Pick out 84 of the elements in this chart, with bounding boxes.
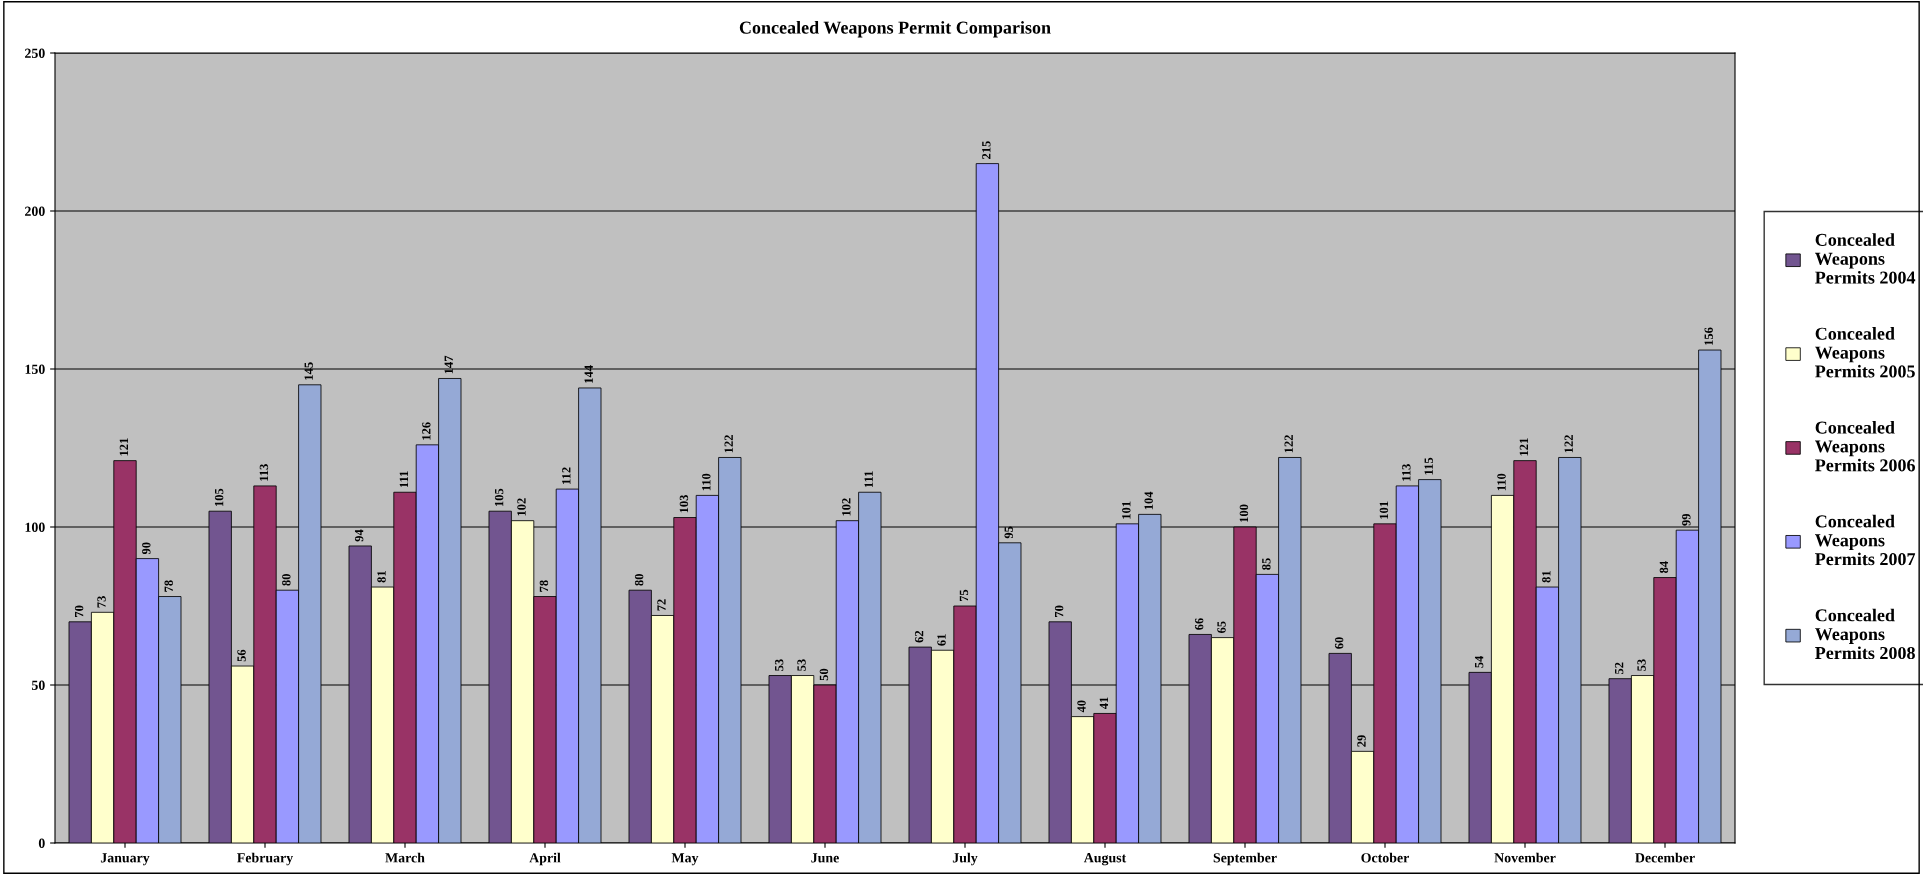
y-tick-label: 150	[25, 364, 45, 374]
data-label: 65	[1217, 621, 1226, 634]
y-tick-label: 100	[25, 522, 45, 532]
x-tick-label: October	[1361, 852, 1409, 863]
x-tick-label: August	[1083, 853, 1127, 866]
data-label: 105	[214, 488, 224, 507]
data-label: 81	[1542, 571, 1551, 583]
legend-label: Concealed Weapons Permits 2008	[1815, 608, 1915, 660]
data-label: 110	[702, 473, 711, 491]
y-tick-label: 250	[25, 48, 45, 58]
data-label: 70	[74, 605, 84, 617]
data-label: 52	[1614, 662, 1624, 675]
data-label: 53	[774, 659, 784, 671]
data-label: 40	[1077, 700, 1086, 713]
data-label: 60	[1334, 637, 1344, 649]
data-label: 102	[842, 498, 851, 516]
data-label: 113	[259, 464, 269, 481]
chart-title: Concealed Weapons Permit Comparison	[739, 21, 1051, 38]
data-label: 110	[1497, 473, 1506, 491]
data-label: 73	[97, 596, 106, 608]
data-label: 78	[539, 580, 549, 592]
data-label: 70	[1054, 605, 1064, 617]
x-tick-label: March	[385, 852, 425, 863]
x-tick-label: December	[1635, 852, 1695, 863]
data-label: 80	[634, 574, 644, 586]
data-label: 121	[119, 438, 129, 456]
data-label: 75	[959, 589, 969, 602]
data-label: 103	[679, 495, 689, 513]
data-label: 144	[584, 365, 593, 383]
data-label: 50	[819, 668, 829, 681]
y-tick-label: 200	[25, 206, 45, 216]
legend-label: Concealed Weapons Permits 2005	[1815, 327, 1915, 378]
data-label: 111	[399, 471, 409, 488]
x-tick-label: April	[529, 852, 561, 866]
x-tick-label: September	[1213, 852, 1277, 866]
data-label: 122	[1564, 435, 1573, 453]
data-label: 56	[237, 649, 246, 662]
data-label: 95	[1004, 526, 1013, 539]
legend-label: Concealed Weapons Permits 2006	[1815, 420, 1915, 472]
data-label: 53	[1637, 659, 1646, 671]
data-label: 111	[864, 471, 873, 488]
data-label: 78	[164, 580, 173, 592]
data-label: 84	[1659, 561, 1669, 573]
data-label: 122	[724, 435, 733, 453]
x-tick-label: July	[952, 852, 978, 866]
data-label: 101	[1379, 501, 1389, 519]
data-label: 147	[444, 355, 453, 374]
x-tick-label: January	[100, 853, 150, 866]
data-label: 126	[422, 422, 431, 440]
y-tick-label: 50	[31, 680, 45, 690]
x-tick-label: November	[1494, 852, 1556, 863]
data-label: 80	[282, 574, 291, 586]
data-label: 85	[1262, 558, 1271, 570]
data-label: 115	[1424, 457, 1433, 475]
data-label: 215	[982, 141, 991, 159]
data-label: 81	[377, 571, 386, 583]
data-label: 90	[142, 542, 151, 555]
x-tick-label: February	[237, 852, 294, 866]
y-tick-label: 0	[38, 838, 45, 848]
data-label: 113	[1402, 464, 1411, 481]
data-label: 101	[1122, 501, 1131, 519]
data-label: 54	[1474, 655, 1484, 668]
data-label: 105	[494, 488, 504, 507]
data-label: 102	[517, 498, 526, 516]
data-label: 121	[1519, 438, 1529, 456]
data-label: 72	[657, 599, 666, 611]
data-label: 41	[1099, 697, 1109, 710]
x-tick-label: June	[811, 853, 839, 863]
data-label: 66	[1194, 618, 1204, 630]
data-label: 62	[914, 630, 924, 643]
data-label: 122	[1284, 435, 1293, 453]
data-label: 104	[1144, 491, 1153, 510]
data-label: 99	[1682, 513, 1691, 526]
data-label: 145	[304, 362, 313, 380]
data-label: 53	[797, 659, 806, 671]
legend-label: Concealed Weapons Permits 2004	[1815, 233, 1916, 284]
data-label: 156	[1704, 327, 1713, 345]
data-label: 94	[354, 529, 364, 542]
data-label: 112	[562, 467, 571, 484]
legend-label: Concealed Weapons Permits 2007	[1815, 514, 1916, 566]
x-tick-label: May	[671, 853, 699, 866]
data-label: 100	[1239, 504, 1249, 522]
data-label: 61	[937, 634, 946, 646]
data-label: 29	[1357, 735, 1366, 747]
